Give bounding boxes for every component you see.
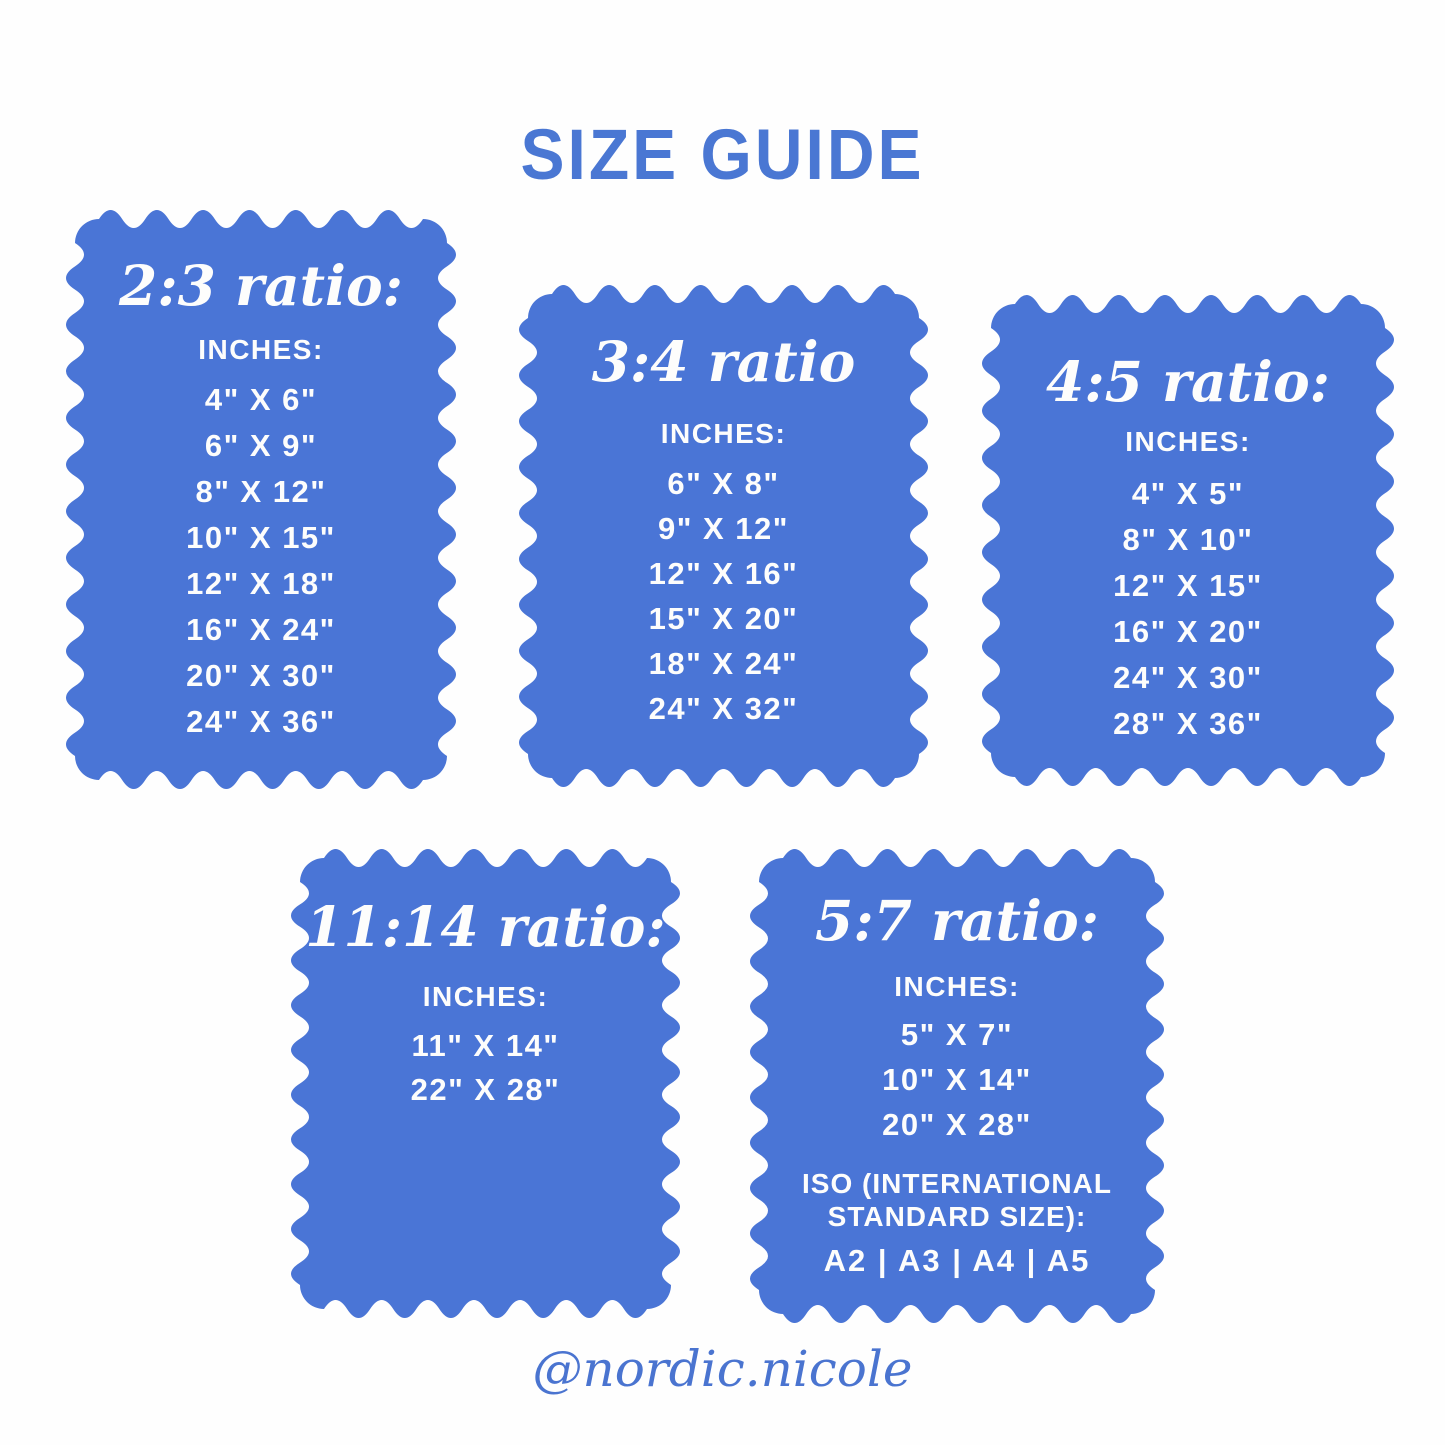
panel-ratio-3-4: 3:4 ratio INCHES: 6" X 8" 9" X 12" 12" X 1… [515, 281, 932, 791]
size-item: 11" X 14" [411, 1028, 560, 1063]
size-list: 11" X 14" 22" X 28" [411, 1024, 561, 1112]
size-item: 24" X 30" [1113, 660, 1263, 695]
credit-handle: @nordic.nicole [532, 1340, 913, 1398]
scalloped-panel-background [750, 849, 1164, 1323]
size-item: 16" X 20" [1113, 614, 1263, 649]
size-item: 10" X 14" [882, 1061, 1032, 1097]
size-item: 16" X 24" [186, 612, 336, 647]
size-item: 6" X 8" [667, 465, 780, 501]
size-item: 12" X 16" [648, 555, 799, 591]
ratio-title: 11:14 ratio: [305, 894, 666, 959]
ratio-title: 3:4 ratio [591, 329, 856, 394]
scalloped-panel-background [66, 210, 456, 789]
inches-label: INCHES: [660, 418, 787, 449]
size-item: 5" X 7" [900, 1016, 1014, 1052]
size-item: 20" X 30" [186, 658, 336, 693]
inches-label: INCHES: [198, 334, 324, 365]
size-list: 5" X 7" 10" X 14" 20" X 28" [882, 1012, 1032, 1147]
size-item: 24" X 32" [648, 690, 799, 726]
panel-ratio-2-3: 2:3 ratio: INCHES: 4" X 6" 6" X 9" 8" X 12… [62, 206, 460, 793]
scalloped-panel-background [982, 295, 1394, 786]
iso-standard-label: ISO (INTERNATIONAL STANDARD SIZE): [802, 1168, 1112, 1232]
ratio-title: 2:3 ratio: [119, 253, 403, 318]
size-item: 12" X 15" [1113, 568, 1263, 603]
inches-label: INCHES: [422, 981, 549, 1012]
panel-ratio-5-7: 5:7 ratio: INCHES: 5" X 7" 10" X 14" 20" X… [746, 845, 1168, 1327]
panel-ratio-4-5: 4:5 ratio: INCHES: 4" X 5" 8" X 10" 12" X … [978, 291, 1398, 790]
size-item: 12" X 18" [186, 566, 336, 601]
iso-sizes: A2 | A3 | A4 | A5 [823, 1243, 1091, 1278]
size-item: 4" X 6" [204, 382, 318, 417]
size-item: 24" X 36" [186, 704, 336, 739]
size-item: 28" X 36" [1113, 706, 1263, 741]
scalloped-panel-background [519, 285, 928, 787]
size-item: 9" X 12" [657, 510, 789, 546]
size-list: 4" X 5" 8" X 10" 12" X 15" 16" X 20" 24" X 3… [1113, 471, 1263, 747]
panel-ratio-11-14: 11:14 ratio: INCHES: 11" X 14" 22" X 28" [287, 845, 684, 1322]
size-list: 6" X 8" 9" X 12" 12" X 16" 15" X 20" 18" X 2… [649, 461, 799, 731]
size-item: 10" X 15" [186, 520, 336, 555]
size-item: 18" X 24" [648, 645, 799, 681]
size-item: 6" X 9" [204, 428, 318, 463]
size-list: 4" X 6" 6" X 9" 8" X 12" 10" X 15" 12" X 18"… [186, 377, 336, 745]
page-title: SIZE GUIDE [520, 114, 925, 194]
inches-label: INCHES: [1125, 426, 1251, 457]
size-item: 8" X 10" [1122, 522, 1254, 557]
size-item: 22" X 28" [410, 1072, 561, 1107]
size-item: 20" X 28" [882, 1106, 1032, 1142]
size-item: 8" X 12" [195, 474, 327, 509]
ratio-title: 5:7 ratio: [815, 888, 1099, 953]
inches-label: INCHES: [894, 971, 1020, 1002]
scalloped-panel-background [291, 849, 680, 1318]
size-item: 4" X 5" [1131, 476, 1245, 511]
size-item: 15" X 20" [648, 600, 799, 636]
ratio-title: 4:5 ratio: [1046, 349, 1330, 414]
